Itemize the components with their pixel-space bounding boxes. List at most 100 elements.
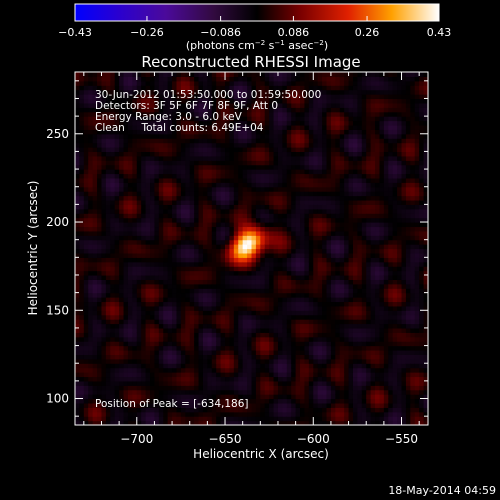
heatmap-cell	[335, 107, 341, 113]
heatmap-cell	[233, 319, 239, 325]
heatmap-cell	[242, 182, 248, 188]
heatmap-cell	[225, 363, 231, 369]
heatmap-cell	[344, 389, 350, 395]
heatmap-cell	[180, 129, 186, 135]
heatmap-cell	[88, 124, 94, 130]
heatmap-cell	[172, 80, 178, 86]
heatmap-cell	[132, 363, 138, 369]
heatmap-cell	[136, 283, 142, 289]
heatmap-cell	[344, 107, 350, 113]
heatmap-cell	[119, 147, 125, 153]
heatmap-cell	[308, 102, 314, 108]
heatmap-cell	[238, 363, 244, 369]
heatmap-cell	[247, 94, 253, 100]
heatmap-cell	[282, 94, 288, 100]
heatmap-cell	[225, 349, 231, 355]
heatmap-cell	[119, 230, 125, 236]
heatmap-cell	[339, 230, 345, 236]
heatmap-cell	[260, 177, 266, 183]
heatmap-cell	[273, 222, 279, 228]
heatmap-cell	[247, 310, 253, 316]
heatmap-cell	[277, 319, 283, 325]
heatmap-cell	[286, 151, 292, 157]
heatmap-cell	[145, 372, 151, 378]
heatmap-cell	[92, 142, 98, 148]
heatmap-cell	[185, 124, 191, 130]
heatmap-cell	[233, 124, 239, 130]
heatmap-cell	[211, 416, 217, 422]
heatmap-cell	[194, 120, 200, 126]
heatmap-cell	[83, 252, 89, 258]
heatmap-cell	[75, 199, 81, 205]
heatmap-cell	[251, 367, 257, 373]
heatmap-cell	[233, 133, 239, 139]
heatmap-cell	[322, 213, 328, 219]
heatmap-cell	[172, 182, 178, 188]
heatmap-cell	[83, 416, 89, 422]
heatmap-cell	[119, 89, 125, 95]
heatmap-cell	[132, 98, 138, 104]
heatmap-cell	[83, 270, 89, 276]
heatmap-cell	[277, 169, 283, 175]
heatmap-cell	[123, 266, 129, 272]
heatmap-cell	[216, 394, 222, 400]
heatmap-cell	[180, 336, 186, 342]
heatmap-cell	[233, 226, 239, 232]
heatmap-cell	[326, 169, 332, 175]
heatmap-cell	[163, 252, 169, 258]
heatmap-cell	[247, 222, 253, 228]
heatmap-cell	[242, 402, 248, 408]
heatmap-cell	[198, 407, 204, 413]
heatmap-cell	[255, 354, 261, 360]
heatmap-cell	[344, 230, 350, 236]
heatmap-cell	[198, 297, 204, 303]
heatmap-cell	[194, 319, 200, 325]
heatmap-cell	[251, 323, 257, 329]
heatmap-cell	[127, 235, 133, 241]
heatmap-cell	[97, 133, 103, 139]
heatmap-cell	[145, 385, 151, 391]
heatmap-cell	[269, 80, 275, 86]
heatmap-cell	[229, 195, 235, 201]
heatmap-cell	[313, 235, 319, 241]
heatmap-cell	[194, 345, 200, 351]
heatmap-cell	[335, 305, 341, 311]
heatmap-cell	[88, 319, 94, 325]
heatmap-cell	[202, 217, 208, 223]
heatmap-cell	[308, 358, 314, 364]
heatmap-cell	[101, 186, 107, 192]
heatmap-cell	[189, 239, 195, 245]
heatmap-cell	[273, 173, 279, 179]
heatmap-cell	[202, 363, 208, 369]
heatmap-cell	[225, 142, 231, 148]
heatmap-cell	[79, 354, 85, 360]
heatmap-cell	[322, 301, 328, 307]
heatmap-cell	[233, 151, 239, 157]
heatmap-cell	[158, 372, 164, 378]
heatmap-cell	[308, 107, 314, 113]
heatmap-cell	[202, 213, 208, 219]
heatmap-cell	[273, 297, 279, 303]
heatmap-cell	[330, 107, 336, 113]
heatmap-cell	[101, 416, 107, 422]
heatmap-cell	[229, 138, 235, 144]
heatmap-cell	[132, 402, 138, 408]
heatmap-cell	[141, 398, 147, 404]
heatmap-cell	[216, 133, 222, 139]
heatmap-cell	[211, 252, 217, 258]
heatmap-cell	[136, 336, 142, 342]
heatmap-cell	[282, 239, 288, 245]
heatmap-cell	[242, 186, 248, 192]
heatmap-cell	[251, 327, 257, 333]
heatmap-cell	[260, 217, 266, 223]
heatmap-cell	[330, 336, 336, 342]
heatmap-cell	[273, 217, 279, 223]
heatmap-cell	[251, 402, 257, 408]
heatmap-cell	[207, 186, 213, 192]
heatmap-cell	[176, 230, 182, 236]
heatmap-cell	[339, 222, 345, 228]
heatmap-cell	[282, 288, 288, 294]
heatmap-cell	[255, 336, 261, 342]
heatmap-cell	[150, 76, 156, 82]
heatmap-cell	[255, 261, 261, 267]
